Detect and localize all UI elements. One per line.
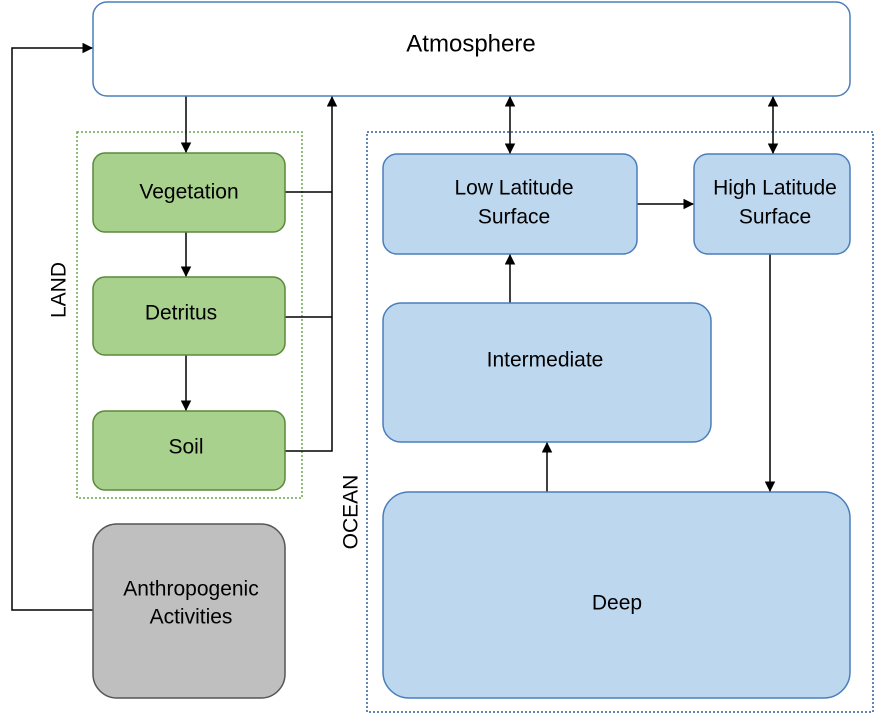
node-label: Low Latitude xyxy=(454,177,573,200)
node-label: Anthropogenic xyxy=(123,578,258,601)
node-label: High Latitude xyxy=(713,177,837,200)
detritus-box xyxy=(92,276,286,356)
connectors xyxy=(11,42,779,611)
node-label: Deep xyxy=(592,592,642,615)
intermediate-box xyxy=(382,302,712,443)
node-label: Surface xyxy=(739,206,811,229)
atmosphere-box xyxy=(92,1,851,97)
group-label: LAND xyxy=(48,262,71,318)
node-label: Detritus xyxy=(145,302,217,325)
node-label: Activities xyxy=(150,606,233,629)
soil-box xyxy=(92,410,286,491)
vegetation-box xyxy=(92,152,286,233)
node-label: Atmosphere xyxy=(406,30,535,57)
node-label: Soil xyxy=(168,436,203,459)
low-latitude-box xyxy=(382,153,638,255)
node-label: Intermediate xyxy=(487,349,604,372)
deep-box xyxy=(382,491,851,699)
node-label: Surface xyxy=(478,206,550,229)
group-label: OCEAN xyxy=(340,475,363,550)
high-latitude-box xyxy=(693,153,851,255)
node-label: Vegetation xyxy=(139,181,238,204)
ocean-group xyxy=(366,131,874,713)
land-group xyxy=(76,131,303,499)
anthropogenic-box xyxy=(92,523,286,699)
